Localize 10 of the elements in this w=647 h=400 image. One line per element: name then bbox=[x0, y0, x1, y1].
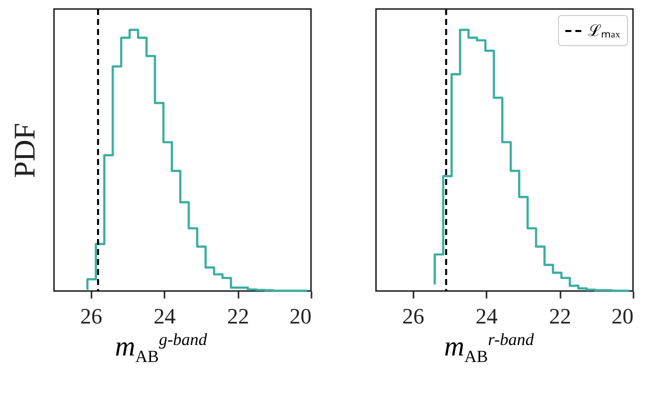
y-axis-title: PDF bbox=[8, 122, 42, 178]
x-tick-label: 20 bbox=[290, 304, 312, 328]
x-tick-label: 24 bbox=[154, 304, 176, 328]
x-tick-label: 26 bbox=[402, 304, 424, 328]
x-tick-label: 24 bbox=[476, 304, 498, 328]
ref-line-label: ℒₘₐₓ bbox=[588, 23, 620, 40]
x-tick-label: 22 bbox=[549, 304, 572, 328]
x-tick-label: 22 bbox=[227, 304, 250, 328]
x-tick-label: 26 bbox=[80, 304, 102, 328]
x-tick-label: 20 bbox=[612, 304, 634, 328]
